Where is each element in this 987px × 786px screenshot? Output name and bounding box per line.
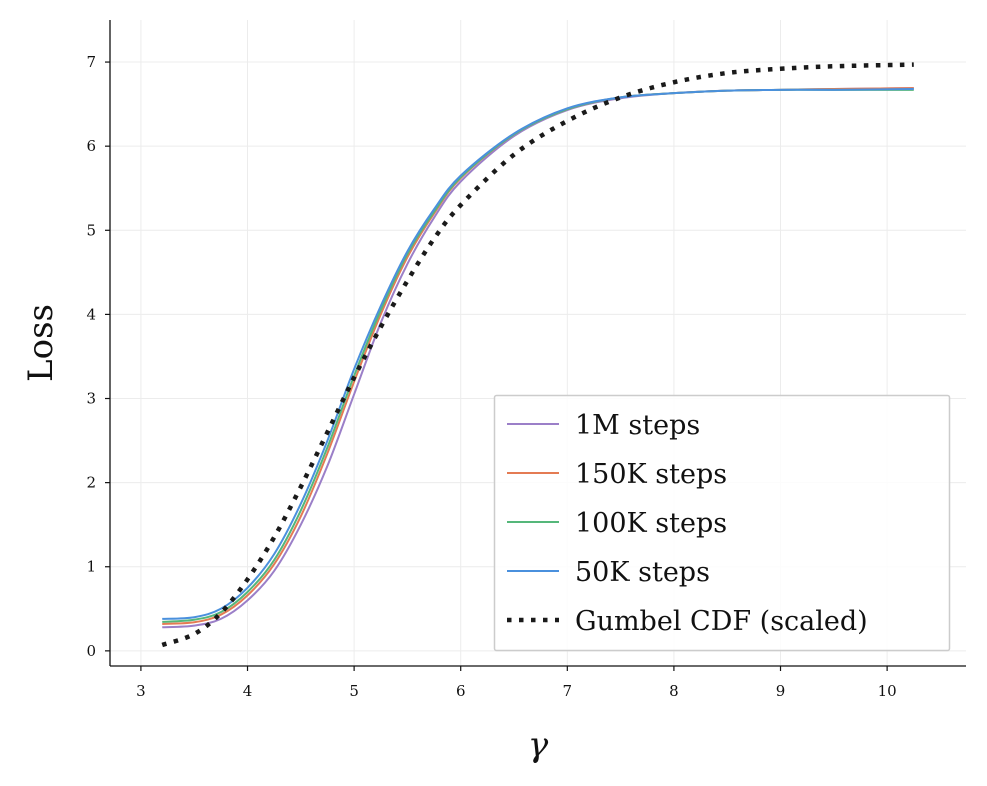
x-tick-label: 7 <box>563 682 573 700</box>
legend-label-1m-steps: 1M steps <box>575 410 700 441</box>
legend-label-100k-steps: 100K steps <box>575 508 727 539</box>
grid <box>110 20 966 666</box>
legend-label-50k-steps: 50K steps <box>575 557 710 588</box>
y-tick-label: 3 <box>86 390 96 408</box>
series-lines <box>161 62 914 648</box>
x-tick-label: 3 <box>136 682 146 700</box>
x-tick-label: 5 <box>349 682 359 700</box>
legend: 1M steps 150K steps 100K steps 50K steps Gum… <box>493 394 951 652</box>
x-tick-label: 9 <box>776 682 786 700</box>
y-tick-label: 5 <box>86 221 96 239</box>
series-line-50k-steps <box>162 87 914 620</box>
y-tick-label: 7 <box>86 53 96 71</box>
x-axis-label: γ <box>528 725 549 765</box>
x-tick-label: 8 <box>669 682 679 700</box>
x-tick-label: 4 <box>243 682 253 700</box>
y-axis-label: Loss <box>21 304 61 382</box>
x-ticks: 3 4 5 6 7 8 9 10 <box>136 666 897 700</box>
y-tick-label: 1 <box>86 558 96 576</box>
y-tick-label: 4 <box>86 305 96 323</box>
legend-box <box>493 394 951 652</box>
series-line-gumbel-cdf-scaled <box>161 62 914 648</box>
y-tick-label: 2 <box>86 474 96 492</box>
x-tick-label: 6 <box>456 682 466 700</box>
y-ticks: 0 1 2 3 4 5 6 7 <box>86 53 110 660</box>
legend-label-gumbel-cdf-scaled: Gumbel CDF (scaled) <box>575 606 868 637</box>
y-tick-label: 0 <box>86 642 96 660</box>
y-tick-label: 6 <box>86 137 96 155</box>
legend-label-150k-steps: 150K steps <box>575 459 727 490</box>
x-tick-label: 10 <box>878 682 897 700</box>
